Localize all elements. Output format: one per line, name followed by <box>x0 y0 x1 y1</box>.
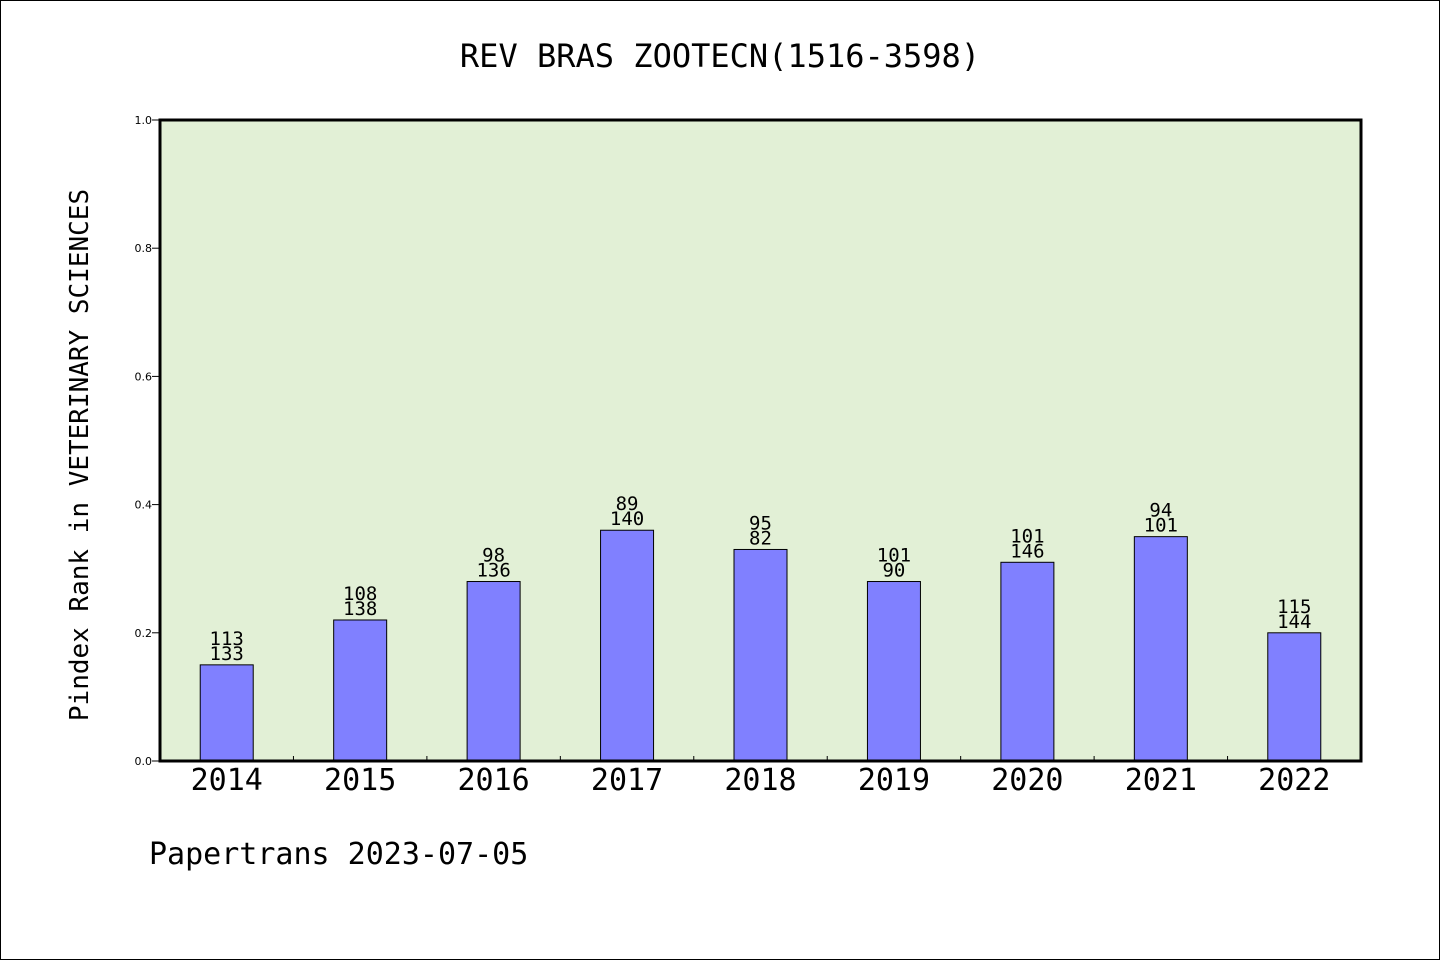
footer-watermark: Papertrans 2023-07-05 <box>149 837 528 872</box>
bar-2019 <box>866 581 921 762</box>
y-axis-ticks: 0.0 0.2 0.4 0.6 0.8 1.0 <box>135 114 160 768</box>
data-label-bottom: 82 <box>749 527 772 549</box>
y-tick-label: 0.4 <box>135 499 153 512</box>
chart-title: REV BRAS ZOOTECN(1516-3598) <box>460 37 980 75</box>
y-tick-label: 0.8 <box>135 242 153 255</box>
x-tick-label: 2014 <box>191 763 263 798</box>
x-tick-label: 2016 <box>457 763 529 798</box>
y-axis-label: Pindex Rank in VETERINARY SCIENCES <box>65 189 95 721</box>
data-label-bottom: 138 <box>343 598 377 620</box>
bar-2022 <box>1267 632 1322 762</box>
data-label-top: 101 <box>877 545 911 567</box>
bar-2020 <box>1000 561 1055 762</box>
data-label-top: 113 <box>210 628 244 650</box>
data-label-bottom: 133 <box>210 643 244 665</box>
y-tick-label: 0.6 <box>135 370 153 383</box>
y-tick-label: 1.0 <box>135 114 153 127</box>
x-tick-label: 2021 <box>1125 763 1197 798</box>
bar-2018 <box>733 548 788 762</box>
bar-series <box>199 529 1322 762</box>
bar-2017 <box>600 529 655 762</box>
data-label-bottom: 140 <box>610 508 644 530</box>
data-label-top: 89 <box>616 493 639 515</box>
bar-2016 <box>466 581 521 762</box>
data-label-bottom: 90 <box>882 560 905 582</box>
data-label-top: 98 <box>482 545 505 567</box>
x-tick-label: 2017 <box>591 763 663 798</box>
data-label-bottom: 144 <box>1277 611 1311 633</box>
bar-2021 <box>1133 536 1188 762</box>
x-axis-tick-labels: 2014 2015 2016 2017 2018 2019 2020 2021 2022 <box>191 763 1331 798</box>
x-tick-label: 2015 <box>324 763 396 798</box>
y-tick-label: 0.2 <box>135 627 153 640</box>
data-label-top: 94 <box>1149 500 1172 522</box>
bar-2014 <box>199 664 254 762</box>
data-label-top: 95 <box>749 512 772 534</box>
data-label-bottom: 136 <box>476 560 510 582</box>
x-tick-label: 2019 <box>858 763 930 798</box>
data-label-bottom: 146 <box>1010 540 1044 562</box>
data-label-top: 115 <box>1277 596 1311 618</box>
plot-border <box>158 118 1363 763</box>
x-tick-label: 2018 <box>724 763 796 798</box>
x-tick-label: 2020 <box>991 763 1063 798</box>
data-label-top: 101 <box>1010 525 1044 547</box>
data-label-bottom: 101 <box>1144 515 1178 537</box>
data-label-top: 108 <box>343 583 377 605</box>
x-tick-label: 2022 <box>1258 763 1330 798</box>
bar-2015 <box>333 619 388 762</box>
y-tick-label: 0.0 <box>135 755 153 768</box>
